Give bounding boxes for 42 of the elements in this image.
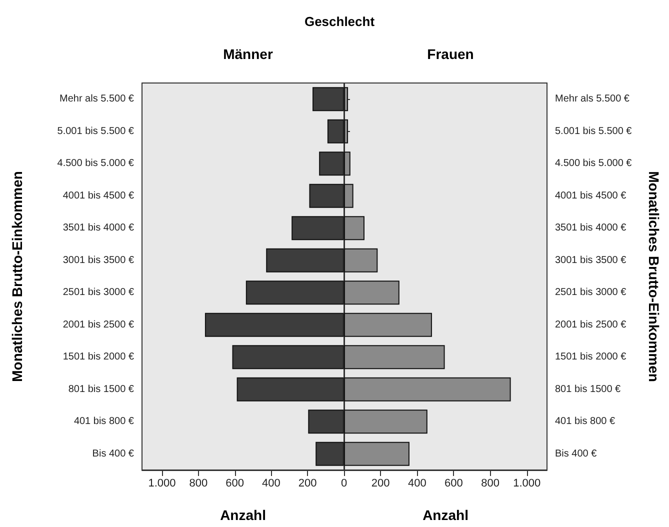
chart-subtitle: Frauen <box>427 46 474 62</box>
chart-title: Geschlecht <box>304 14 376 29</box>
y-tick-label: 3001 bis 3500 € <box>555 254 627 266</box>
y-tick-label: 3501 bis 4000 € <box>62 222 134 234</box>
y-tick-label: 5.001 bis 5.500 € <box>57 126 134 137</box>
y-tick-label: 4001 bis 4500 € <box>555 190 627 202</box>
y-tick-label: 401 bis 800 € <box>74 416 134 428</box>
y-tick-label: 2001 bis 2500 € <box>62 319 134 330</box>
x-tick-label: 600 <box>226 478 244 490</box>
x-tick-label: 600 <box>444 478 463 490</box>
x-tick-label: 1.000 <box>148 478 176 490</box>
y-tick-label: Bis 400 € <box>92 448 134 460</box>
y-tick-label: 3501 bis 4000 € <box>555 222 627 234</box>
x-tick-label: 200 <box>298 478 317 490</box>
y-tick-label: 1501 bis 2000 € <box>62 352 134 363</box>
y-tick-label: 4.500 bis 5.000 € <box>555 158 632 170</box>
y-tick-label: Mehr als 5.500 € <box>555 94 630 105</box>
x-tick-label: 1.000 <box>513 478 541 490</box>
y-tick-label: 801 bis 1500 € <box>68 384 134 395</box>
y-tick-label: 801 bis 1500 € <box>555 384 622 395</box>
x-axis-title: Anzahl <box>220 507 266 523</box>
y-tick-label: 401 bis 800 € <box>555 416 616 428</box>
y-tick-label: 5.001 bis 5.500 € <box>555 126 632 137</box>
y-axis-title: Monatliches Brutto-Einkommen <box>9 171 25 382</box>
y-tick-label: 2001 bis 2500 € <box>555 319 627 330</box>
y-tick-label: 2501 bis 3000 € <box>62 287 134 298</box>
x-tick-label: 400 <box>262 478 280 490</box>
y-axis-title: Monatliches Brutto-Einkommen <box>646 171 662 382</box>
x-tick-label: 400 <box>408 478 426 490</box>
y-tick-label: 2501 bis 3000 € <box>555 287 627 298</box>
chart-subtitle: Männer <box>223 46 274 62</box>
y-tick-label: 1501 bis 2000 € <box>555 352 627 363</box>
x-tick-label: 800 <box>481 478 500 490</box>
x-tick-label: 0 <box>340 478 348 490</box>
y-tick-label: Mehr als 5.500 € <box>60 94 134 105</box>
x-tick-label: 200 <box>371 478 390 490</box>
x-axis-title: Anzahl <box>422 507 468 523</box>
y-tick-label: 4001 bis 4500 € <box>62 190 134 202</box>
y-tick-label: 3001 bis 3500 € <box>62 254 134 266</box>
y-tick-label: Bis 400 € <box>555 448 598 460</box>
x-tick-label: 800 <box>189 478 208 490</box>
y-tick-label: 4.500 bis 5.000 € <box>57 158 134 170</box>
